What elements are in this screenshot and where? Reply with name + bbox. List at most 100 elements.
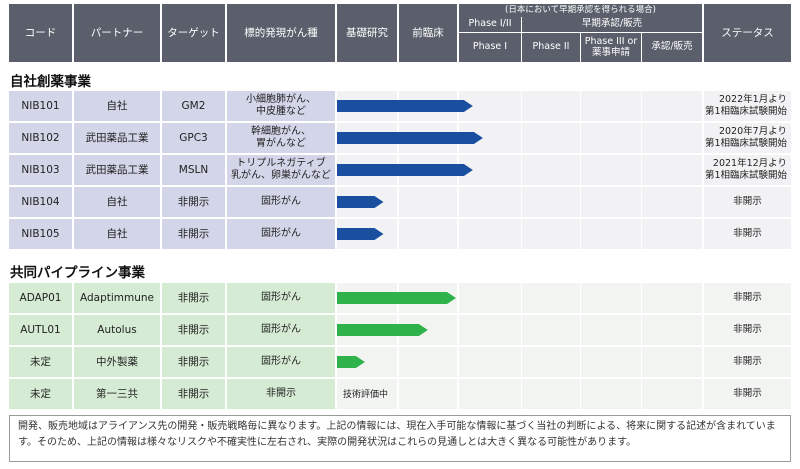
stage-cell (581, 123, 641, 153)
row-indication: 小細胞肺がん、 中皮腫など (227, 91, 335, 121)
row-code: ADAP01 (9, 283, 72, 313)
row-partner: 自社 (74, 219, 160, 249)
row-partner: 第一三共 (74, 379, 160, 409)
stage-cell (522, 219, 580, 249)
stage-cell (581, 347, 641, 377)
stage-cell (581, 155, 641, 185)
row-target: GM2 (162, 91, 225, 121)
row-indication: 非開示 (227, 379, 335, 409)
row-target: GPC3 (162, 123, 225, 153)
progress-bar-nib101 (337, 100, 473, 112)
row-status: 非開示 (704, 315, 791, 345)
stage-cell (399, 379, 457, 409)
stage-cell (642, 347, 702, 377)
stage-cell (642, 187, 702, 217)
row-target: MSLN (162, 155, 225, 185)
stage-cell (522, 283, 580, 313)
stage-cell (522, 123, 580, 153)
row-target: 非開示 (162, 283, 225, 313)
stage-cell (459, 315, 521, 345)
row-code: NIB102 (9, 123, 72, 153)
row-status: 非開示 (704, 187, 791, 217)
row-note: 技術評価中 (343, 388, 388, 400)
header-phase2: Phase II (522, 33, 580, 62)
row-status: 2020年7月より 第1相臨床試験開始 (704, 123, 791, 153)
stage-cell (581, 187, 641, 217)
row-status: 2022年1月より 第1相臨床試験開始 (704, 91, 791, 121)
stage-cell (522, 347, 580, 377)
header-partner: パートナー (74, 4, 160, 62)
row-status: 非開示 (704, 283, 791, 313)
row-status: 非開示 (704, 379, 791, 409)
header-phase1-2: Phase I/II (459, 17, 521, 32)
row-partner: 自社 (74, 91, 160, 121)
header-approval: 承認/販売 (642, 33, 702, 62)
progress-bar-nib103 (337, 164, 473, 176)
stage-cell (459, 379, 521, 409)
stage-cell (642, 283, 702, 313)
stage-cell (522, 187, 580, 217)
stage-cell (399, 219, 457, 249)
stage-cell (459, 219, 521, 249)
stage-cell (581, 315, 641, 345)
stage-cell (642, 123, 702, 153)
row-indication: 固形がん (227, 283, 335, 313)
row-indication: 固形がん (227, 187, 335, 217)
stage-cell (337, 379, 397, 409)
row-indication: トリプルネガティブ 乳がん、卵巣がんなど (227, 155, 335, 185)
row-indication: 固形がん (227, 347, 335, 377)
footnote: 開発、販売地域はアライアンス先の開発・販売戦略毎に異なります。上記の情報には、現… (9, 415, 791, 462)
row-code: 未定 (9, 379, 72, 409)
progress-bar-autl01 (337, 324, 428, 336)
stage-cell (522, 315, 580, 345)
stage-cell (399, 347, 457, 377)
stage-cell (642, 91, 702, 121)
stage-cell (642, 219, 702, 249)
progress-bar-未定 (337, 356, 365, 368)
section-title-joint: 共同パイプライン事業 (10, 265, 145, 281)
row-partner: Autolus (74, 315, 160, 345)
header-basic-research: 基礎研究 (337, 4, 397, 62)
row-code: AUTL01 (9, 315, 72, 345)
row-indication: 幹細胞がん、 胃がんなど (227, 123, 335, 153)
row-indication: 固形がん (227, 219, 335, 249)
row-code: NIB105 (9, 219, 72, 249)
row-status: 非開示 (704, 219, 791, 249)
stage-cell (459, 187, 521, 217)
row-target: 非開示 (162, 315, 225, 345)
header-status: ステータス (704, 4, 791, 62)
progress-bar-adap01 (337, 292, 456, 304)
stage-cell (581, 283, 641, 313)
header-preclinical: 前臨床 (399, 4, 457, 62)
row-partner: 自社 (74, 187, 160, 217)
stage-cell (459, 347, 521, 377)
progress-bar-nib104 (337, 196, 384, 208)
header-early-approval-note: (日本において早期承認を得られる場合) (459, 4, 702, 17)
row-status: 2021年12月より 第1相臨床試験開始 (704, 155, 791, 185)
row-code: NIB101 (9, 91, 72, 121)
header-phase3: Phase III or 薬事申請 (581, 33, 641, 62)
row-code: 未定 (9, 347, 72, 377)
stage-cell (581, 91, 641, 121)
stage-cell (522, 379, 580, 409)
header-code: コード (9, 4, 72, 62)
row-partner: Adaptimmune (74, 283, 160, 313)
row-target: 非開示 (162, 379, 225, 409)
row-indication: 固形がん (227, 315, 335, 345)
stage-cell (642, 155, 702, 185)
row-partner: 武田薬品工業 (74, 123, 160, 153)
stage-cell (399, 187, 457, 217)
stage-cell (581, 219, 641, 249)
row-partner: 武田薬品工業 (74, 155, 160, 185)
stage-cell (642, 379, 702, 409)
progress-bar-nib102 (337, 132, 483, 144)
section-title-own: 自社創薬事業 (10, 74, 91, 90)
stage-cell (459, 283, 521, 313)
header-target: ターゲット (162, 4, 225, 62)
header-early-approval: 早期承認/販売 (522, 17, 702, 32)
row-partner: 中外製薬 (74, 347, 160, 377)
stage-cell (581, 379, 641, 409)
row-target: 非開示 (162, 219, 225, 249)
stage-cell (522, 91, 580, 121)
row-target: 非開示 (162, 347, 225, 377)
